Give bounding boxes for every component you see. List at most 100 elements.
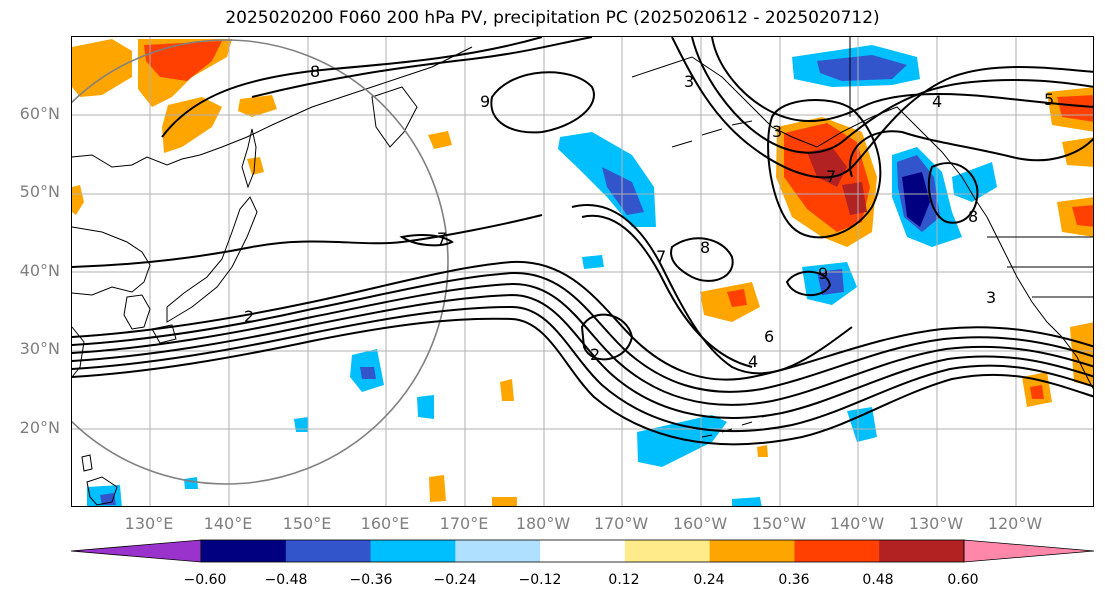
positive-anomaly-patch (757, 445, 768, 457)
pv-contour-line (161, 37, 543, 138)
lon-label: 140°W (829, 514, 885, 533)
contour-label: 3 (684, 72, 694, 91)
sakhalin-coastline (241, 128, 257, 189)
colorbar-tick-label: 0.12 (608, 572, 640, 588)
state-border (987, 236, 1093, 298)
pv-contour-line (490, 71, 595, 134)
north-america-coastline (986, 216, 1093, 390)
positive-anomaly-patch (144, 41, 222, 81)
pv-contour-line (251, 37, 593, 98)
contour-label: 7 (826, 167, 836, 186)
positive-anomaly-patch (1072, 205, 1093, 227)
pv-contour-line (72, 260, 1093, 381)
negative-anomaly-patch (817, 55, 907, 81)
contour-label: 3 (772, 122, 782, 141)
positive-anomaly-patch (842, 182, 867, 215)
contour-label: 8 (968, 207, 978, 226)
pv-contour-line (571, 204, 853, 375)
colorbar-tick-label: −0.48 (264, 572, 308, 588)
kamchatka-coastline (371, 86, 418, 148)
colorbar-bin (201, 540, 287, 562)
pv-contour-line (399, 233, 454, 247)
negative-anomaly-patch (582, 255, 604, 269)
colorbar-bin (370, 540, 456, 562)
lon-label: 150°W (751, 514, 807, 533)
lat-label: 50°N (19, 182, 60, 201)
japan-coastline (166, 196, 258, 323)
colorbar-tick-label: 0.24 (693, 572, 725, 588)
pv-contour-line (72, 271, 1093, 393)
china-coastline (72, 326, 85, 378)
lon-label: 180°W (515, 514, 571, 533)
positive-anomaly-patch (1030, 385, 1044, 399)
contour-label: 8 (310, 62, 320, 81)
colorbar-bin (285, 540, 372, 562)
map-plot-area[interactable]: 8 9 7 3 4 5 2 2 7 8 9 6 4 7 3 8 3 (71, 36, 1094, 507)
positive-anomaly-patch (492, 497, 517, 506)
pv-contour-line (72, 214, 543, 268)
positive-anomaly-patch (72, 39, 132, 97)
lat-label: 40°N (19, 261, 60, 280)
asia-coastline (72, 226, 151, 296)
lon-label: 170°E (439, 514, 489, 533)
contour-label: 4 (748, 352, 758, 371)
negative-anomaly-patch (184, 477, 198, 489)
colorbar-bin (540, 540, 626, 562)
colorbar-tick-label: −0.12 (518, 572, 562, 588)
reference-great-circle (72, 39, 449, 485)
lat-label: 20°N (19, 418, 60, 437)
colorbar-bin (624, 540, 711, 562)
colorbar-tick-label: −0.36 (349, 572, 393, 588)
coastlines (72, 37, 1093, 506)
map-canvas: 8 9 7 3 4 5 2 2 7 8 9 6 4 7 3 8 3 (72, 37, 1093, 506)
alaska-coastline (631, 56, 988, 218)
aleutian-islands (671, 120, 753, 148)
lon-label: 120°W (987, 514, 1043, 533)
negative-anomaly-patch (294, 417, 308, 432)
positive-anomaly-patch (700, 282, 760, 322)
contour-label: 9 (818, 264, 828, 283)
negative-anomaly-patch (417, 395, 434, 419)
colorbar-tick-label: 0.60 (947, 572, 979, 588)
colorbar-bin (70, 539, 202, 563)
contour-label: 7 (656, 247, 666, 266)
colorbar-tick-label: −0.60 (183, 572, 227, 588)
contour-label: 7 (437, 229, 447, 248)
pv-contour-line (711, 37, 1093, 123)
map-title: 2025020200 F060 200 hPa PV, precipitatio… (225, 8, 880, 28)
pv-contour-line (849, 130, 1093, 178)
korea-coastline (123, 294, 151, 330)
colorbar-bin (963, 539, 1095, 563)
lon-label: 130°E (124, 514, 174, 533)
pv-contour-line (767, 99, 882, 239)
pv-contour-line (580, 313, 634, 361)
positive-anomaly-patch (429, 475, 446, 502)
colorbar-bins (70, 539, 1095, 563)
contour-label: 8 (700, 238, 710, 257)
positive-anomaly-patch (162, 97, 222, 153)
lon-label: 160°W (672, 514, 728, 533)
pv-contour-line (691, 37, 1093, 154)
asia-coastline (72, 46, 473, 168)
positive-anomaly-patch (238, 95, 277, 117)
contour-label: 9 (480, 92, 490, 111)
philippines-coastline (86, 476, 118, 506)
positive-anomaly-patch (247, 157, 264, 175)
colorbar-outline (200, 539, 965, 563)
contour-label: 3 (986, 288, 996, 307)
lat-label: 60°N (19, 104, 60, 123)
lon-label: 170°W (593, 514, 649, 533)
colorbar-tick-label: 0.48 (862, 572, 894, 588)
negative-anomaly-patch (360, 367, 376, 379)
colorbar-bin (455, 540, 541, 562)
colorbar-bin (794, 540, 880, 562)
pv-contour-line (72, 305, 1093, 433)
positive-anomaly-patch (72, 185, 84, 215)
contour-label: 5 (1044, 90, 1054, 109)
lon-label: 130°W (908, 514, 964, 533)
pv-contour-line (671, 37, 1093, 179)
positive-anomaly-patch (428, 131, 452, 149)
colorbar-tick-label: 0.36 (778, 572, 810, 588)
pv-contour-line (927, 162, 979, 224)
colorbar-tick-label: −0.24 (433, 572, 477, 588)
